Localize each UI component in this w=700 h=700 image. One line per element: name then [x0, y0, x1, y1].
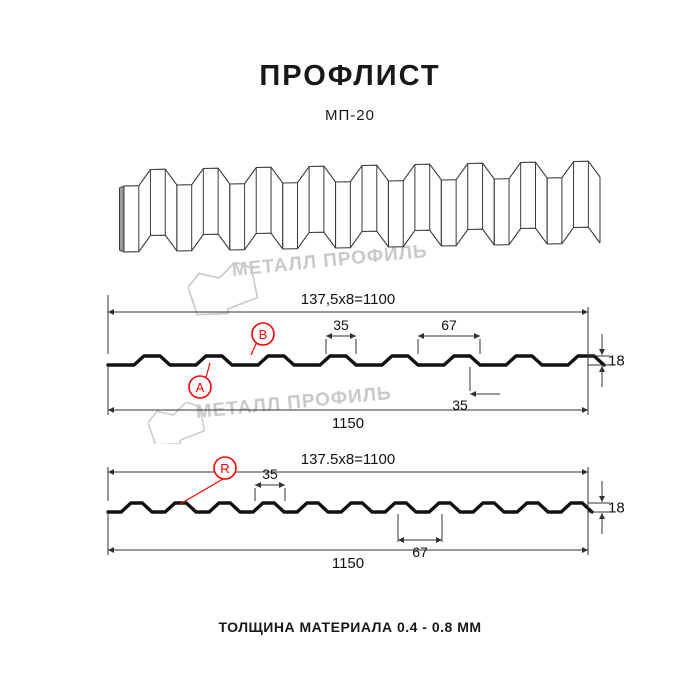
- svg-text:A: A: [196, 380, 205, 395]
- svg-text:35: 35: [262, 466, 278, 482]
- svg-text:R: R: [220, 461, 229, 476]
- svg-text:35: 35: [452, 397, 468, 413]
- svg-text:1150: 1150: [332, 415, 364, 432]
- svg-text:18: 18: [608, 500, 625, 517]
- svg-text:137.5x8=1100: 137.5x8=1100: [301, 451, 395, 468]
- svg-text:67: 67: [441, 317, 457, 333]
- svg-text:35: 35: [333, 317, 349, 333]
- svg-text:137,5x8=1100: 137,5x8=1100: [301, 291, 395, 308]
- svg-text:B: B: [259, 327, 268, 342]
- svg-text:67: 67: [412, 544, 428, 560]
- svg-text:18: 18: [608, 353, 625, 370]
- svg-text:1150: 1150: [332, 555, 364, 572]
